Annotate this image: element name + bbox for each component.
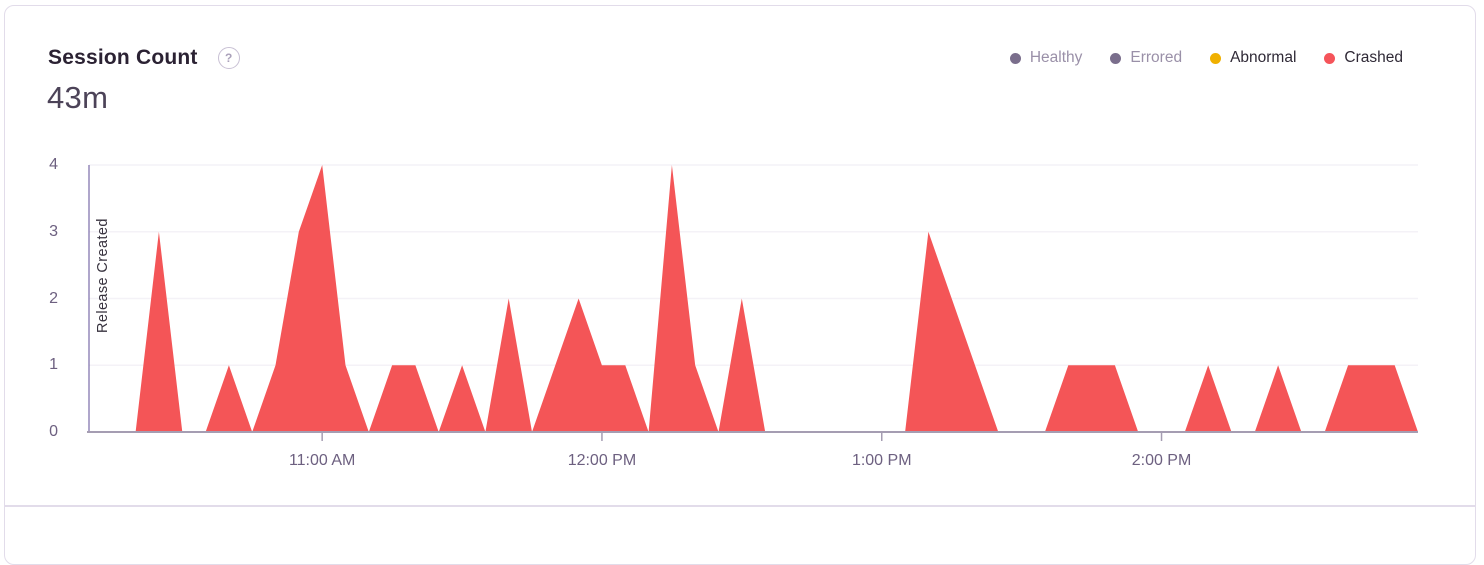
- legend-label: Healthy: [1029, 49, 1083, 66]
- legend-item-abnormal[interactable]: Abnormal: [1210, 49, 1296, 67]
- card-header: Session Count ?: [48, 46, 240, 70]
- session-total: 43m: [47, 80, 109, 115]
- legend-item-errored[interactable]: Errored: [1110, 49, 1182, 67]
- legend-label: Crashed: [1344, 49, 1403, 66]
- abnormal-dot-icon: [1210, 52, 1222, 64]
- healthy-dot-icon: [1009, 52, 1021, 64]
- legend-label: Errored: [1130, 49, 1183, 66]
- card-divider: [5, 505, 1475, 507]
- session-count-card: Session Count ? Healthy Errored Abnormal…: [4, 5, 1476, 565]
- errored-dot-icon: [1110, 52, 1122, 64]
- help-icon[interactable]: ?: [217, 47, 240, 69]
- crashed-dot-icon: [1324, 52, 1336, 64]
- page-title: Session Count: [48, 46, 198, 69]
- legend-item-healthy[interactable]: Healthy: [1009, 49, 1083, 67]
- legend-label: Abnormal: [1230, 49, 1297, 66]
- crashed-area-series[interactable]: [89, 165, 1418, 432]
- legend-item-crashed[interactable]: Crashed: [1324, 49, 1403, 67]
- legend: Healthy Errored Abnormal Crashed: [1009, 49, 1403, 67]
